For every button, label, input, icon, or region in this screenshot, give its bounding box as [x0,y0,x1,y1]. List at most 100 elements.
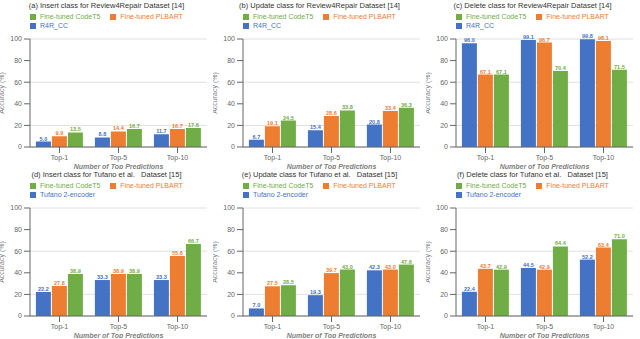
svg-text:11.7: 11.7 [156,128,166,134]
svg-text:43.7: 43.7 [480,263,491,269]
svg-text:100: 100 [436,204,448,211]
svg-text:Top-1: Top-1 [477,154,495,162]
svg-text:20: 20 [227,291,235,298]
svg-text:40: 40 [227,269,235,276]
svg-text:96.7: 96.7 [539,37,550,43]
svg-text:17.6: 17.6 [188,122,199,128]
svg-text:15.4: 15.4 [310,124,322,130]
svg-text:Number of Top Predictions: Number of Top Predictions [287,332,377,338]
svg-text:80: 80 [227,226,235,233]
svg-text:0: 0 [444,312,448,319]
svg-text:100: 100 [10,204,22,211]
svg-text:100: 100 [223,35,235,42]
svg-text:43.0: 43.0 [385,264,396,270]
svg-text:Number of Top Predictions: Number of Top Predictions [500,163,590,169]
svg-text:100: 100 [223,204,235,211]
svg-text:33.4: 33.4 [385,105,397,111]
svg-text:42.9: 42.9 [496,264,507,270]
svg-text:19.1: 19.1 [267,120,278,126]
svg-text:99.1: 99.1 [523,34,534,40]
svg-text:6.7: 6.7 [253,134,261,140]
svg-text:Top-5: Top-5 [110,154,128,162]
svg-text:52.2: 52.2 [582,254,593,260]
svg-text:Top-5: Top-5 [323,323,341,331]
svg-text:Top-10: Top-10 [380,154,402,162]
svg-text:98.1: 98.1 [598,35,609,41]
svg-text:Top-5: Top-5 [110,323,128,331]
svg-text:Top-10: Top-10 [167,154,189,162]
svg-text:64.4: 64.4 [555,240,567,246]
svg-text:60: 60 [440,79,448,86]
svg-text:99.8: 99.8 [582,33,593,39]
svg-text:80: 80 [440,226,448,233]
svg-text:28.6: 28.6 [326,110,337,116]
svg-text:36.3: 36.3 [401,102,412,108]
svg-text:33.3: 33.3 [156,274,167,280]
svg-text:Top-10: Top-10 [167,323,189,331]
svg-text:Number of Top Predictions: Number of Top Predictions [74,163,164,169]
svg-text:0: 0 [231,312,235,319]
svg-text:Top-10: Top-10 [593,323,615,331]
svg-text:Top-10: Top-10 [380,323,402,331]
svg-text:20.8: 20.8 [369,119,380,125]
svg-text:40: 40 [440,269,448,276]
svg-text:33.8: 33.8 [342,104,353,110]
svg-text:60: 60 [14,79,22,86]
svg-text:0: 0 [18,143,22,150]
svg-text:40: 40 [227,100,235,107]
svg-text:28.5: 28.5 [283,279,294,285]
svg-text:60: 60 [440,248,448,255]
svg-text:66.7: 66.7 [188,238,199,244]
svg-text:Top-1: Top-1 [477,323,495,331]
svg-text:20: 20 [440,122,448,129]
svg-text:43.0: 43.0 [342,264,353,270]
svg-text:67.1: 67.1 [480,69,491,75]
svg-text:40: 40 [14,269,22,276]
svg-text:33.3: 33.3 [97,274,108,280]
svg-text:19.3: 19.3 [310,289,321,295]
svg-text:7.0: 7.0 [253,302,261,308]
svg-text:80: 80 [14,226,22,233]
svg-text:80: 80 [14,57,22,64]
svg-text:Number of Top Predictions: Number of Top Predictions [500,332,590,338]
svg-text:Accuracy (%): Accuracy (%) [426,241,432,283]
svg-text:100: 100 [436,35,448,42]
svg-text:80: 80 [440,57,448,64]
svg-text:60: 60 [14,248,22,255]
svg-text:16.7: 16.7 [172,123,183,129]
svg-text:Top-1: Top-1 [264,154,282,162]
svg-text:80: 80 [227,57,235,64]
svg-text:Number of Top Predictions: Number of Top Predictions [287,163,377,169]
svg-text:96.0: 96.0 [464,37,475,43]
svg-text:14.4: 14.4 [113,125,125,131]
svg-text:60: 60 [227,79,235,86]
svg-text:100: 100 [10,35,22,42]
svg-text:20: 20 [227,122,235,129]
svg-text:40: 40 [14,100,22,107]
svg-text:38.9: 38.9 [70,268,81,274]
svg-text:42.9: 42.9 [539,264,550,270]
svg-text:38.9: 38.9 [129,268,140,274]
svg-text:22.2: 22.2 [38,286,49,292]
svg-text:0: 0 [444,143,448,150]
svg-text:60: 60 [227,248,235,255]
svg-text:38.9: 38.9 [113,268,124,274]
svg-text:Top-5: Top-5 [536,323,554,331]
svg-text:Top-5: Top-5 [323,154,341,162]
svg-text:9.9: 9.9 [56,130,64,136]
svg-text:8.8: 8.8 [99,131,107,137]
svg-text:70.4: 70.4 [555,65,567,71]
svg-text:71.0: 71.0 [614,233,625,239]
svg-text:Top-5: Top-5 [536,154,554,162]
svg-text:40: 40 [440,100,448,107]
svg-text:Top-10: Top-10 [593,154,615,162]
svg-text:20: 20 [14,291,22,298]
svg-text:20: 20 [14,122,22,129]
svg-text:Number of Top Predictions: Number of Top Predictions [74,332,164,338]
svg-text:27.8: 27.8 [54,280,65,286]
svg-text:71.5: 71.5 [614,64,625,70]
svg-text:5.0: 5.0 [40,136,48,142]
svg-text:Accuracy (%): Accuracy (%) [213,72,219,114]
svg-text:67.1: 67.1 [496,69,507,75]
svg-text:47.6: 47.6 [401,259,412,265]
